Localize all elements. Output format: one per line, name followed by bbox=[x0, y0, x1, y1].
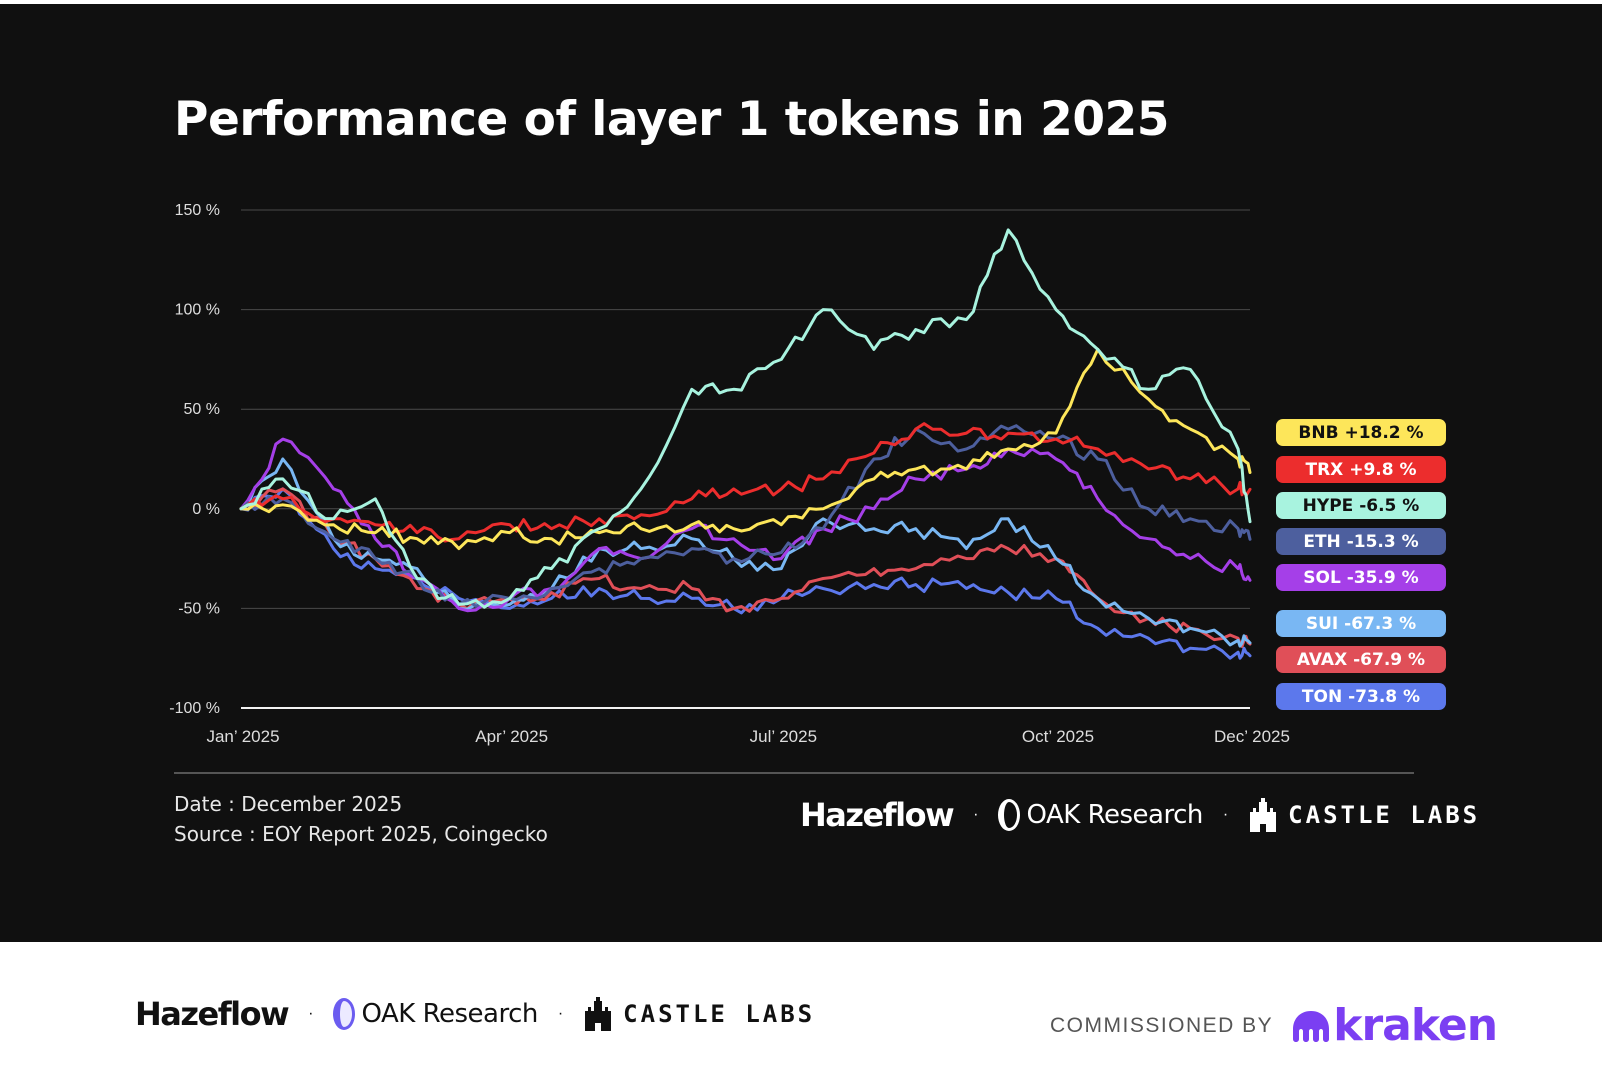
end-label-bnb: BNB +18.2 % bbox=[1276, 419, 1446, 446]
commissioned-label: COMMISSIONED BY bbox=[1050, 1013, 1274, 1037]
grid-lines bbox=[241, 209, 1250, 709]
end-label-pill bbox=[1276, 610, 1446, 637]
hazeflow-logo: Hazeflow bbox=[800, 796, 955, 834]
end-label-avax: AVAX -67.9 % bbox=[1276, 646, 1446, 673]
y-axis-ticks: 150 % 100 % 50 % 0 % -50 % -100 % bbox=[169, 202, 220, 717]
end-label-pill bbox=[1276, 492, 1446, 519]
end-label-text: SOL -35.9 % bbox=[1303, 568, 1418, 588]
castle-icon bbox=[1250, 798, 1277, 832]
series-line-sui bbox=[239, 457, 1252, 648]
end-label-text: TRX +9.8 % bbox=[1305, 460, 1416, 480]
hazeflow-logo: Hazeflow bbox=[135, 995, 290, 1033]
y-tick-label: 50 % bbox=[184, 401, 220, 418]
end-label-pill bbox=[1276, 456, 1446, 483]
y-tick-label: -100 % bbox=[169, 700, 220, 717]
kraken-wordmark: kraken bbox=[1333, 1000, 1498, 1051]
x-tick-label: Jan’ 2025 bbox=[206, 727, 279, 746]
end-label-hype: HYPE -6.5 % bbox=[1276, 492, 1446, 519]
oak-icon bbox=[998, 799, 1021, 831]
end-label-pill bbox=[1276, 419, 1446, 446]
chart-title: Performance of layer 1 tokens in 2025 bbox=[174, 92, 1169, 147]
end-labels: BNB +18.2 % TRX +9.8 % HYPE -6.5 % ETH -15.… bbox=[1276, 419, 1446, 710]
castle-labs-logo: CASTLE LABS bbox=[583, 997, 815, 1031]
series-line-ton bbox=[239, 487, 1252, 660]
y-tick-label: 100 % bbox=[175, 302, 220, 319]
end-label-pill bbox=[1276, 646, 1446, 673]
oak-research-logo: OAK Research bbox=[333, 998, 538, 1030]
castle-labs-logo: CASTLE LABS bbox=[1248, 798, 1480, 832]
y-tick-label: 150 % bbox=[175, 202, 220, 219]
separator-dot: · bbox=[1222, 806, 1229, 823]
series-line-hype bbox=[239, 228, 1252, 609]
end-label-text: HYPE -6.5 % bbox=[1303, 496, 1420, 516]
series-lines bbox=[239, 228, 1252, 660]
report-date: Date : December 2025 bbox=[174, 792, 403, 816]
footer-divider bbox=[174, 772, 1414, 774]
end-label-pill bbox=[1276, 683, 1446, 710]
end-label-text: BNB +18.2 % bbox=[1298, 423, 1423, 443]
x-tick-label: Oct’ 2025 bbox=[1022, 727, 1094, 746]
end-label-trx: TRX +9.8 % bbox=[1276, 456, 1446, 483]
end-label-text: SUI -67.3 % bbox=[1306, 614, 1416, 634]
oak-icon bbox=[333, 998, 356, 1030]
y-tick-label: 0 % bbox=[192, 501, 220, 518]
castle-labs-text: CASTLE LABS bbox=[1288, 801, 1481, 829]
end-label-text: TON -73.8 % bbox=[1302, 687, 1420, 707]
series-line-bnb bbox=[239, 347, 1252, 551]
kraken-logo: kraken bbox=[1291, 1000, 1498, 1051]
x-tick-label: Jul’ 2025 bbox=[750, 727, 817, 746]
separator-dot: · bbox=[973, 806, 979, 823]
end-label-sol: SOL -35.9 % bbox=[1276, 564, 1446, 591]
end-label-text: AVAX -67.9 % bbox=[1297, 650, 1425, 670]
oak-research-text: OAK Research bbox=[1026, 800, 1203, 830]
end-label-sui: SUI -67.3 % bbox=[1276, 610, 1446, 637]
castle-labs-text: CASTLE LABS bbox=[623, 1000, 816, 1028]
end-label-text: ETH -15.3 % bbox=[1303, 532, 1418, 552]
series-line-avax bbox=[239, 487, 1252, 648]
end-label-ton: TON -73.8 % bbox=[1276, 683, 1446, 710]
oak-research-text: OAK Research bbox=[361, 999, 538, 1029]
oak-research-logo: OAK Research bbox=[998, 799, 1203, 831]
x-tick-label: Apr’ 2025 bbox=[475, 727, 548, 746]
footer-brand-logos: Hazeflow · OAK Research · CASTLE LABS bbox=[135, 995, 815, 1033]
commissioned-by: COMMISSIONED BY kraken bbox=[1050, 1000, 1498, 1051]
separator-dot: · bbox=[308, 1005, 314, 1022]
separator-dot: · bbox=[557, 1005, 564, 1022]
kraken-icon bbox=[1293, 1010, 1330, 1042]
report-source: Source : EOY Report 2025, Coingecko bbox=[174, 822, 548, 846]
panel-brand-logos: Hazeflow · OAK Research · CASTLE LABS bbox=[800, 796, 1480, 834]
x-tick-label: Dec’ 2025 bbox=[1214, 727, 1290, 746]
castle-icon bbox=[585, 997, 612, 1031]
y-tick-label: -50 % bbox=[178, 600, 220, 617]
line-chart: 150 % 100 % 50 % 0 % -50 % -100 % Jan’ 2025 Ap… bbox=[169, 202, 1446, 746]
end-label-eth: ETH -15.3 % bbox=[1276, 528, 1446, 555]
x-axis-ticks: Jan’ 2025 Apr’ 2025 Jul’ 2025 Oct’ 2025 Dec’… bbox=[206, 727, 1290, 746]
series-line-trx bbox=[239, 422, 1252, 543]
end-label-pill bbox=[1276, 528, 1446, 555]
chart-panel: Performance of layer 1 tokens in 2025 15… bbox=[0, 4, 1602, 942]
series-line-eth bbox=[239, 424, 1252, 608]
end-label-pill bbox=[1276, 564, 1446, 591]
